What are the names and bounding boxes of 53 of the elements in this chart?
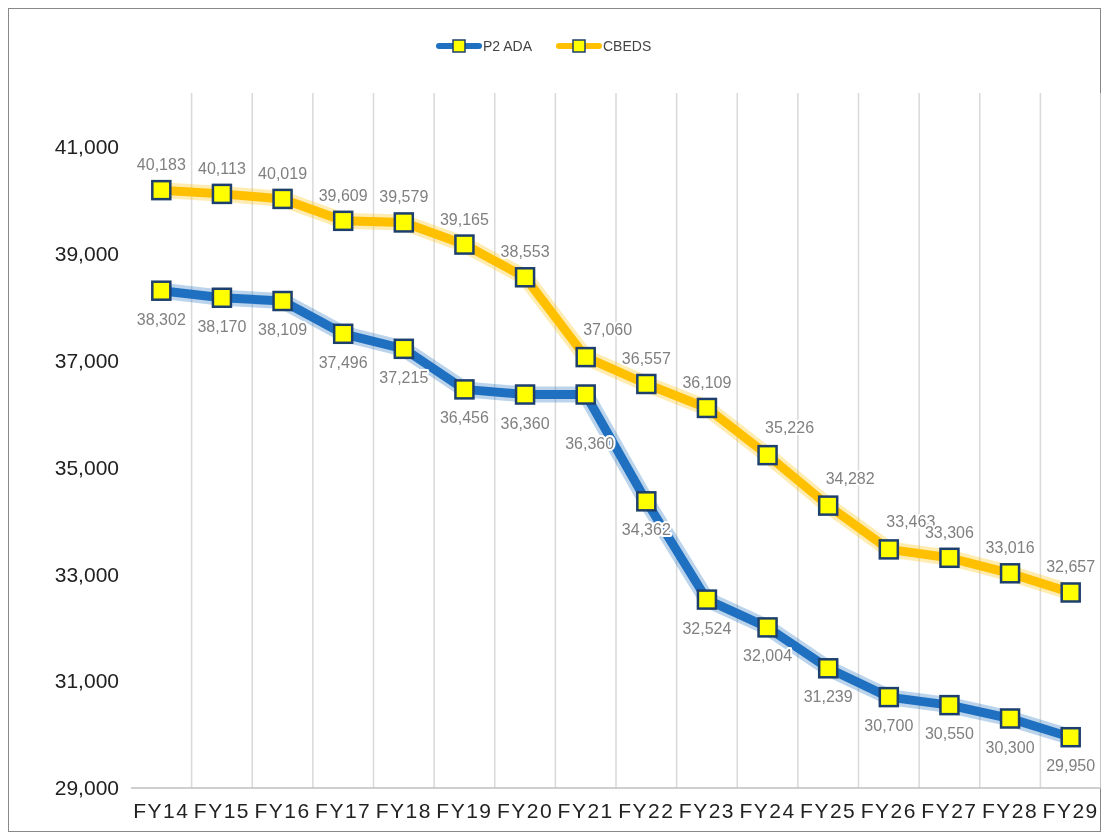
data-label: 38,553	[500, 243, 550, 261]
legend-label: CBEDS	[603, 37, 652, 54]
x-tick-label: FY18	[375, 799, 432, 822]
data-label: 30,300	[985, 738, 1035, 756]
x-tick-label: FY21	[557, 799, 614, 822]
data-label: 38,109	[258, 321, 308, 339]
data-label: 30,700	[864, 717, 914, 735]
x-tick-label: FY14	[133, 799, 190, 822]
x-tick-label: FY27	[921, 799, 978, 822]
x-tick-label: FY16	[254, 799, 311, 822]
y-tick-label: 31,000	[54, 669, 119, 693]
data-label: 39,165	[439, 210, 490, 228]
y-tick-label: 29,000	[54, 776, 119, 800]
x-tick-label: FY17	[315, 799, 372, 822]
y-tick-label: 33,000	[54, 562, 119, 586]
data-label: 34,282	[825, 469, 875, 487]
x-tick-label: FY28	[981, 799, 1039, 822]
data-label: 32,657	[1046, 558, 1096, 576]
data-label: 37,215	[379, 368, 429, 386]
data-label: 39,609	[318, 186, 368, 204]
data-label: 36,109	[682, 373, 732, 391]
x-tick-label: FY24	[739, 799, 796, 822]
x-tick-label: FY23	[678, 799, 736, 822]
data-label: 36,456	[439, 409, 490, 427]
data-label: 31,239	[803, 688, 853, 706]
data-label: 40,113	[198, 159, 246, 177]
legend-label: P2 ADA	[483, 37, 533, 54]
data-label: 32,004	[743, 647, 793, 665]
x-tick-label: FY25	[800, 799, 857, 822]
data-label: 37,496	[318, 353, 368, 371]
data-label: 37,060	[583, 321, 633, 339]
x-tick-label: FY19	[436, 799, 493, 822]
data-label: 39,579	[379, 188, 429, 206]
data-label: 36,360	[500, 414, 550, 432]
data-label: 40,019	[258, 164, 308, 182]
x-tick-label: FY22	[618, 799, 675, 822]
x-tick-label: FY15	[193, 799, 251, 822]
y-tick-label: 41,000	[54, 134, 119, 158]
data-label: 38,302	[136, 310, 186, 328]
data-label: 33,016	[985, 539, 1035, 557]
data-label: 29,950	[1046, 757, 1096, 775]
x-tick-label: FY20	[496, 799, 554, 822]
y-tick-label: 37,000	[54, 348, 119, 372]
x-tick-label: FY29	[1042, 799, 1099, 822]
x-tick-label: FY26	[860, 799, 917, 822]
data-label: 35,226	[765, 419, 815, 437]
data-label: 36,557	[621, 349, 671, 367]
y-tick-label: 35,000	[54, 455, 119, 479]
data-label: 32,524	[682, 619, 732, 637]
data-label: 30,550	[924, 725, 975, 743]
y-tick-label: 39,000	[54, 241, 119, 265]
data-label: 38,170	[197, 317, 247, 335]
data-label: 40,183	[136, 156, 186, 174]
